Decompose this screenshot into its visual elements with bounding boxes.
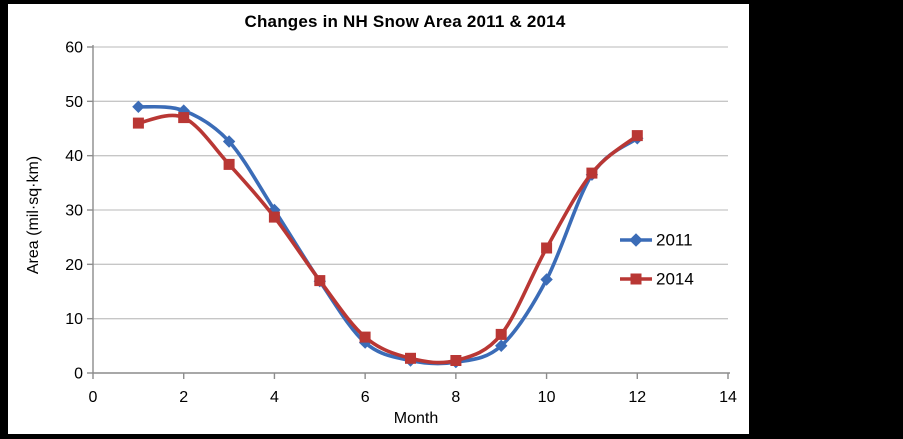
marker-diamond bbox=[222, 135, 236, 148]
legend-item-2014: 2014 bbox=[620, 270, 694, 289]
marker-square bbox=[450, 355, 462, 366]
marker-diamond bbox=[132, 100, 145, 113]
legend-marker-square-icon bbox=[630, 273, 642, 285]
y-tick-label: 30 bbox=[65, 203, 83, 220]
legend: 2011 2014 bbox=[620, 231, 694, 289]
marker-diamond bbox=[540, 273, 553, 286]
y-tick-label: 0 bbox=[74, 366, 83, 383]
legend-marker-diamond-icon bbox=[629, 233, 643, 247]
y-tick-label: 60 bbox=[65, 40, 83, 57]
marker-square bbox=[586, 167, 598, 179]
x-tick-label: 0 bbox=[89, 389, 98, 406]
legend-label: 2014 bbox=[656, 270, 694, 289]
marker-square bbox=[178, 112, 190, 124]
axis-layer bbox=[87, 45, 730, 379]
x-axis-title: Month bbox=[393, 410, 439, 427]
chart-title: Changes in NH Snow Area 2011 & 2014 bbox=[244, 12, 566, 31]
marker-diamond bbox=[495, 339, 508, 352]
y-tick-label: 20 bbox=[65, 257, 83, 274]
x-tick-label: 8 bbox=[451, 389, 460, 406]
grid-layer bbox=[93, 46, 728, 320]
x-tick-label: 12 bbox=[628, 389, 646, 406]
marker-square bbox=[541, 242, 553, 254]
x-tick-label: 2 bbox=[179, 389, 188, 406]
x-tick-label: 14 bbox=[719, 389, 737, 406]
marker-square bbox=[495, 328, 507, 340]
marker-square bbox=[132, 117, 144, 129]
marker-square bbox=[631, 130, 643, 142]
chart-panel bbox=[8, 4, 749, 434]
y-tick-label: 40 bbox=[65, 148, 83, 165]
x-tick-label: 6 bbox=[361, 389, 370, 406]
marker-square bbox=[314, 275, 326, 287]
x-tick-label: 4 bbox=[270, 389, 279, 406]
marker-square bbox=[405, 352, 416, 364]
marker-square bbox=[223, 158, 235, 170]
tick-label-layer: 0 10 20 30 40 50 60 0 2 4 6 8 10 12 14 bbox=[65, 40, 737, 407]
marker-square bbox=[268, 211, 280, 223]
y-tick-label: 10 bbox=[65, 311, 83, 328]
series-layer bbox=[132, 100, 644, 369]
legend-item-2011: 2011 bbox=[620, 231, 693, 250]
legend-label: 2011 bbox=[656, 231, 693, 250]
marker-square bbox=[359, 331, 371, 343]
y-axis-title: Area (mil·sq·km) bbox=[25, 155, 42, 275]
y-tick-label: 50 bbox=[65, 94, 83, 111]
x-tick-label: 10 bbox=[538, 389, 556, 406]
